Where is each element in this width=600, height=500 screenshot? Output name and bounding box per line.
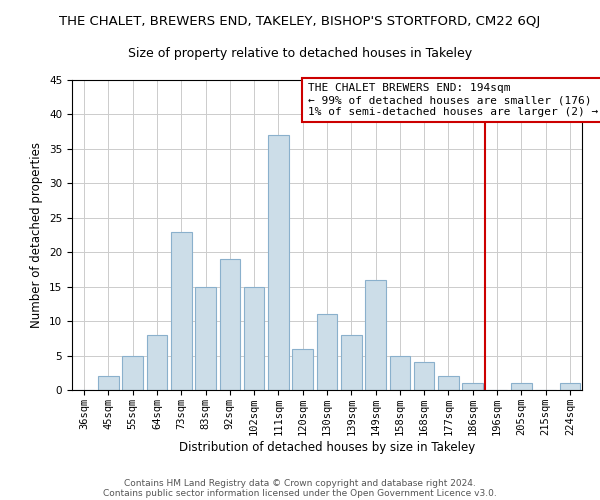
Bar [341,335,362,390]
Bar [195,286,216,390]
Bar [560,383,580,390]
Bar [171,232,191,390]
Bar [122,356,143,390]
Text: Contains public sector information licensed under the Open Government Licence v3: Contains public sector information licen… [103,488,497,498]
Bar [365,280,386,390]
Bar [414,362,434,390]
Y-axis label: Number of detached properties: Number of detached properties [31,142,43,328]
Bar [244,286,265,390]
Bar [389,356,410,390]
Text: THE CHALET BREWERS END: 194sqm
← 99% of detached houses are smaller (176)
1% of : THE CHALET BREWERS END: 194sqm ← 99% of … [308,84,598,116]
Bar [268,135,289,390]
Bar [463,383,483,390]
Text: Size of property relative to detached houses in Takeley: Size of property relative to detached ho… [128,48,472,60]
Bar [317,314,337,390]
Text: THE CHALET, BREWERS END, TAKELEY, BISHOP'S STORTFORD, CM22 6QJ: THE CHALET, BREWERS END, TAKELEY, BISHOP… [59,15,541,28]
Bar [292,348,313,390]
Bar [146,335,167,390]
Text: Contains HM Land Registry data © Crown copyright and database right 2024.: Contains HM Land Registry data © Crown c… [124,478,476,488]
Bar [98,376,119,390]
Bar [511,383,532,390]
Bar [220,259,240,390]
X-axis label: Distribution of detached houses by size in Takeley: Distribution of detached houses by size … [179,440,475,454]
Bar [438,376,459,390]
